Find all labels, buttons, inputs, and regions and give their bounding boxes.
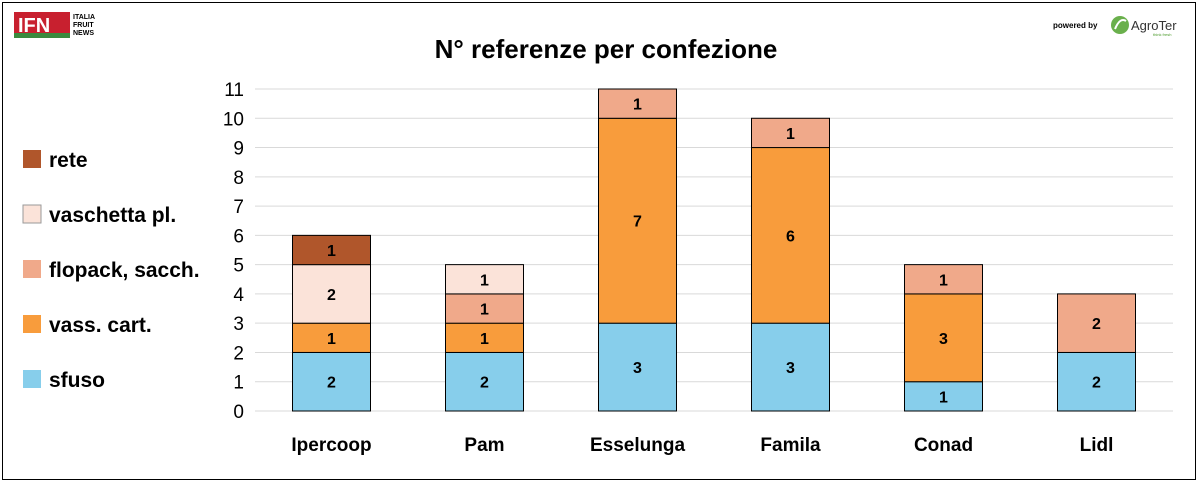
legend-swatch-sfuso	[23, 370, 41, 388]
data-label: 2	[327, 287, 336, 304]
category-label: Famila	[760, 435, 821, 456]
bar-segment-vass_cart	[445, 322, 524, 353]
bar-segment-sfuso	[445, 351, 524, 412]
ifn-logo-line-1: ITALIA	[73, 14, 95, 21]
category-label: Ipercoop	[291, 435, 371, 456]
ifn-logo-line-2: FRUIT	[73, 22, 94, 29]
y-tick-label: 2	[233, 343, 244, 364]
data-label: 3	[786, 360, 795, 377]
bar-segment-vaschetta	[445, 264, 524, 295]
y-tick-label: 9	[233, 139, 244, 160]
y-tick-label: 7	[233, 197, 244, 218]
bar-segment-sfuso	[1057, 351, 1136, 412]
ifn-logo-line-3: NEWS	[73, 30, 94, 37]
data-label: 1	[480, 302, 489, 319]
legend: rete vaschetta pl. flopack, sacch. vass. ca…	[22, 149, 200, 392]
bar-segment-flopack	[1057, 293, 1136, 353]
data-label: 1	[939, 272, 948, 289]
ifn-logo: IFN ITALIA FRUIT NEWS	[14, 12, 95, 38]
y-tick-label: 4	[233, 285, 244, 306]
bar-segment-vass_cart	[598, 117, 677, 324]
data-label: 6	[786, 228, 795, 245]
agroter-tagline: think fresh	[1153, 32, 1171, 37]
agroter-leaf-vein-icon	[1114, 19, 1127, 30]
data-label: 2	[1092, 316, 1101, 333]
data-label: 2	[327, 375, 336, 392]
y-tick-label: 10	[223, 109, 244, 130]
ifn-logo-text: IFN	[18, 15, 50, 37]
y-axis-ticks: 0 1 2 3 4 5 6 7 8 9 10 11	[223, 80, 245, 423]
y-tick-label: 1	[233, 373, 244, 394]
data-label: 3	[633, 360, 642, 377]
category-label: Lidl	[1080, 435, 1114, 456]
data-label: 3	[939, 331, 948, 348]
data-label: 1	[786, 126, 795, 143]
data-label: 2	[1092, 375, 1101, 392]
data-label: 7	[633, 214, 642, 231]
category-label: Conad	[914, 435, 973, 456]
chart-title: N° referenze per confezione	[435, 34, 778, 64]
data-label: 1	[633, 97, 642, 114]
data-label: 1	[939, 389, 948, 406]
legend-swatch-vaschetta	[22, 204, 42, 224]
agroter-logo: powered by AgroTer think fresh	[1053, 16, 1177, 37]
y-tick-label: 0	[233, 402, 244, 423]
bar-segment-rete	[292, 234, 371, 266]
agroter-text: AgroTer	[1131, 18, 1177, 33]
powered-by-text: powered by	[1053, 21, 1098, 30]
y-tick-label: 8	[233, 168, 244, 189]
y-tick-label: 3	[233, 314, 244, 335]
legend-label-sfuso: sfuso	[49, 369, 105, 392]
agroter-leaf-icon	[1111, 16, 1129, 34]
data-label: 2	[480, 375, 489, 392]
category-label: Pam	[464, 435, 504, 456]
legend-swatch-flopack	[23, 260, 41, 278]
legend-label-vass_cart: vass. cart.	[49, 314, 152, 337]
ifn-logo-stripe	[14, 33, 70, 38]
legend-label-rete: rete	[49, 149, 88, 172]
bar-segment-vass_cart	[904, 293, 983, 383]
bar-segment-flopack	[904, 264, 983, 295]
chart-svg: IFN ITALIA FRUIT NEWS powered by AgroTer…	[14, 12, 1177, 456]
legend-swatch-vass_cart	[23, 315, 41, 333]
bar-segment-sfuso	[904, 381, 983, 412]
legend-label-flopack: flopack, sacch.	[49, 259, 200, 282]
bar-segment-sfuso	[751, 322, 830, 412]
bar-segment-flopack	[445, 293, 524, 324]
y-tick-label: 5	[233, 256, 244, 277]
data-label: 1	[327, 331, 336, 348]
bar-segment-sfuso	[598, 322, 677, 412]
bar-segment-vass_cart	[751, 147, 830, 324]
category-labels: Ipercoop Pam Esselunga Famila Conad Lidl	[291, 435, 1113, 456]
bar-segment-flopack	[598, 88, 677, 119]
bars	[292, 88, 1136, 412]
category-label: Esselunga	[590, 435, 685, 456]
gridlines	[255, 88, 1173, 412]
bar-segment-flopack	[751, 117, 830, 149]
legend-label-vaschetta: vaschetta pl.	[49, 204, 176, 227]
data-label: 1	[480, 272, 489, 289]
data-label: 1	[327, 243, 336, 260]
y-tick-label: 6	[233, 226, 244, 247]
legend-swatch-rete	[23, 150, 41, 168]
data-label: 1	[480, 331, 489, 348]
y-tick-label: 11	[224, 80, 244, 101]
